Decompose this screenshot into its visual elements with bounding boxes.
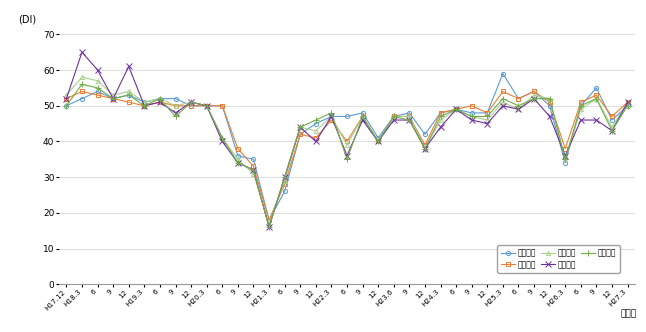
Text: (DI): (DI) (18, 14, 36, 24)
Legend: 県北地域, 県央地域, 湶行地域, 県南地域, 県西地域: 県北地域, 県央地域, 湶行地域, 県南地域, 県西地域 (497, 245, 620, 273)
Text: （月）: （月） (620, 310, 636, 319)
